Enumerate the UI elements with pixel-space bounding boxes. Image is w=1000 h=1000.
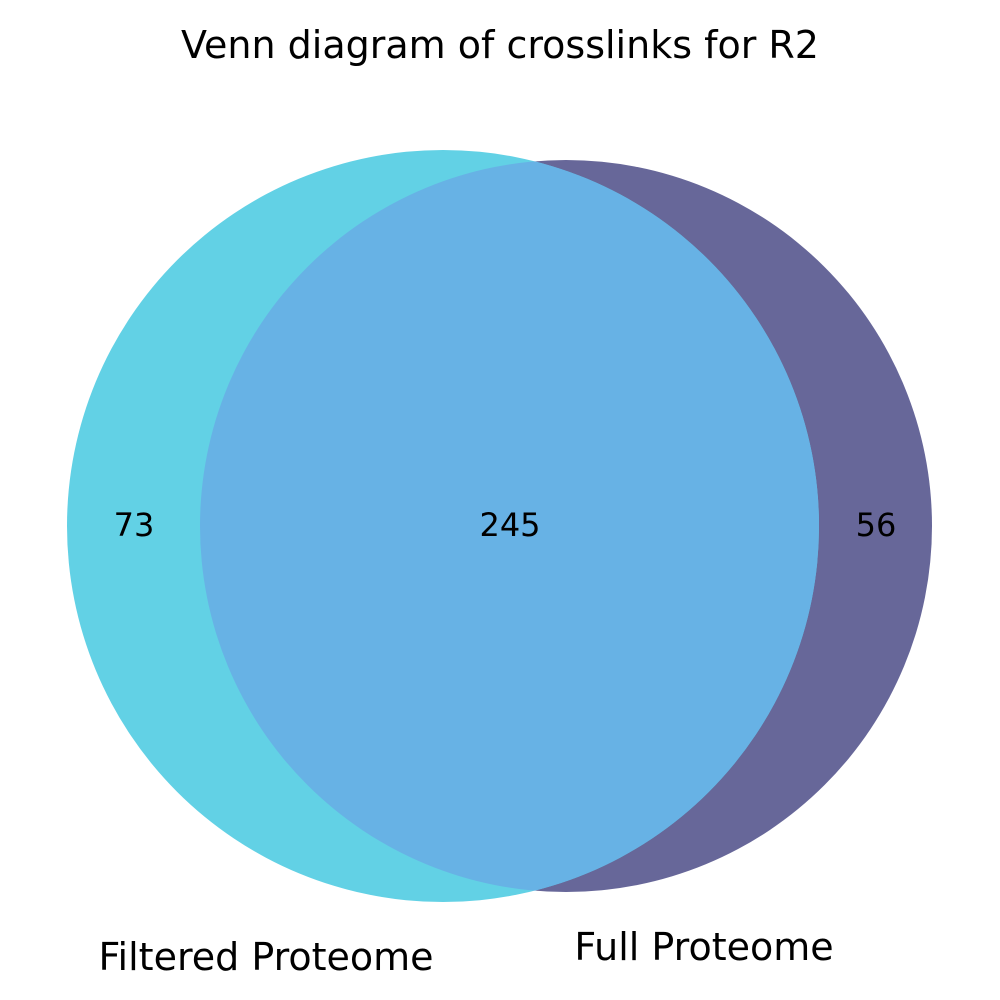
full-proteome-label: Full Proteome (574, 925, 833, 969)
left-only-count: 73 (114, 506, 155, 544)
diagram-title: Venn diagram of crosslinks for R2 (181, 23, 819, 67)
filtered-proteome-label: Filtered Proteome (98, 935, 433, 979)
right-only-count: 56 (856, 506, 897, 544)
overlap-count: 245 (479, 506, 540, 544)
overlap-region (200, 160, 819, 892)
